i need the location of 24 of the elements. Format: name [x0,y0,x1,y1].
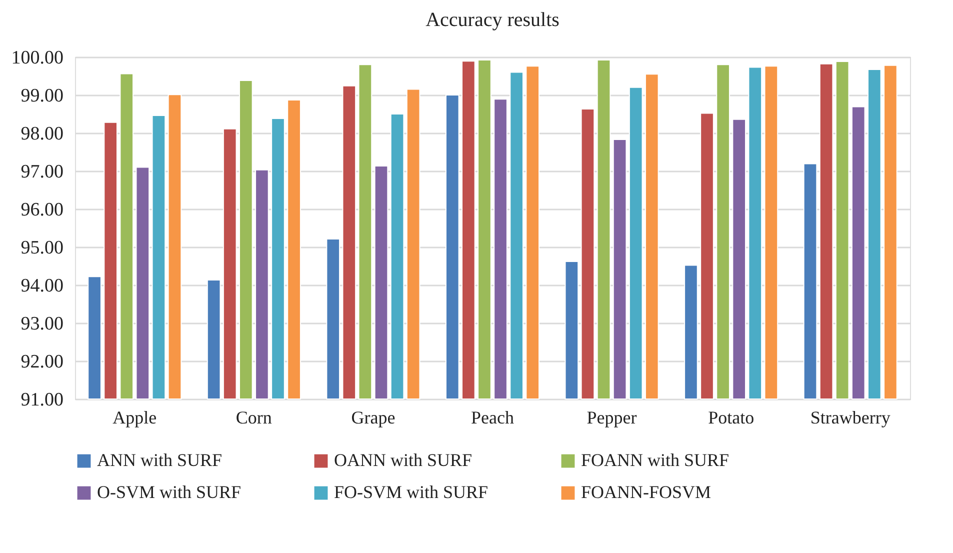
x-tick-label: Corn [236,408,272,428]
legend-label: ANN with SURF [97,450,222,470]
y-tick-label: 97.00 [20,162,64,182]
y-tick-label: 93.00 [20,314,64,334]
x-tick-label: Grape [351,408,396,428]
y-tick-label: 98.00 [20,124,64,144]
chart-title: Accuracy results [426,9,560,31]
x-tick-label: Apple [112,408,157,428]
x-tick-label: Strawberry [810,408,890,428]
legend-label: FO-SVM with SURF [334,482,488,502]
x-tick-label: Peach [471,408,514,428]
y-tick-label: 91.00 [20,390,64,410]
y-tick-label: 96.00 [20,200,64,220]
y-tick-label: 100.00 [11,48,64,68]
y-tick-label: 95.00 [20,238,64,258]
y-tick-label: 92.00 [20,352,64,372]
x-tick-label: Potato [708,408,754,428]
legend-label: OANN with SURF [334,450,472,470]
y-tick-label: 99.00 [20,86,64,106]
y-tick-label: 94.00 [20,276,64,296]
legend-label: O-SVM with SURF [97,482,242,502]
legend-label: FOANN with SURF [581,450,730,470]
x-tick-label: Pepper [586,408,637,428]
legend-label: FOANN-FOSVM [581,482,712,502]
